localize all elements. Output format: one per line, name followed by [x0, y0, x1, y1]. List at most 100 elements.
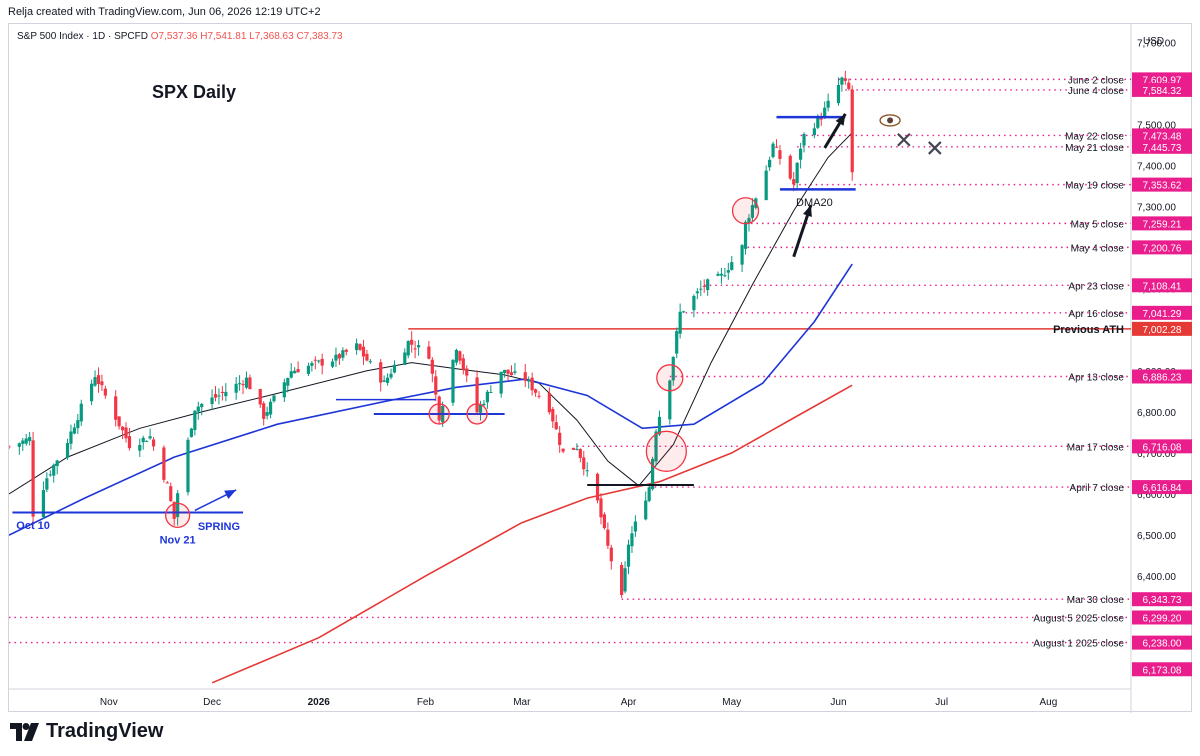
- spring-circle: [164, 502, 191, 528]
- candle-body: [17, 443, 21, 447]
- price-chart[interactable]: USD 6,400.00 6,500.00 6,600.00 6,700.00 6,800…: [9, 24, 1193, 713]
- candle-body: [296, 369, 300, 373]
- candle-body: [774, 146, 779, 148]
- y-tick-label: 7,400.00: [1137, 162, 1176, 173]
- x-tick-label: Dec: [203, 697, 221, 708]
- candle-body: [31, 440, 35, 517]
- price-tag-label: 6,343.73: [1143, 595, 1182, 606]
- candle-body: [365, 353, 369, 361]
- chart-frame[interactable]: USD 6,400.00 6,500.00 6,600.00 6,700.00 6,800…: [8, 23, 1193, 713]
- candle-body: [224, 391, 228, 397]
- chart-title: SPX Daily: [152, 82, 236, 102]
- candle-body: [114, 396, 118, 420]
- candle-body: [558, 432, 562, 445]
- candle-body: [595, 473, 600, 501]
- candle-body: [771, 143, 775, 158]
- candle-body: [533, 389, 538, 393]
- price-tag: [1132, 128, 1192, 143]
- price-line-label: Apr 13 close: [1068, 372, 1124, 383]
- candle-body: [310, 363, 314, 366]
- price-line-label: Mar 30 close: [1067, 595, 1125, 606]
- candle-body: [361, 346, 366, 357]
- tradingview-icon: [10, 722, 39, 741]
- price-tag-label: 7,584.32: [1143, 86, 1182, 97]
- candle-body: [750, 205, 755, 218]
- candle-body: [186, 439, 190, 493]
- candle-body: [416, 345, 421, 348]
- price-tag: [1132, 321, 1192, 336]
- y-tick-label: 6,700.00: [1137, 449, 1176, 460]
- candle-body: [740, 245, 744, 265]
- candle-body: [654, 431, 658, 462]
- candle-body: [100, 381, 104, 386]
- candle-body: [368, 361, 372, 363]
- candle-body: [606, 529, 610, 546]
- price-tag-label: 7,041.29: [1143, 309, 1182, 320]
- candle-body: [69, 431, 73, 444]
- may5-circle: [731, 197, 760, 225]
- candle-body: [602, 514, 607, 529]
- candle-body: [843, 78, 847, 81]
- candle-body: [699, 288, 703, 290]
- candle-body: [430, 359, 434, 374]
- candle-body: [162, 447, 166, 480]
- candle-body: [176, 493, 180, 518]
- candle-body: [389, 373, 393, 378]
- breakout-arrow-head: [835, 113, 846, 126]
- candle-body: [65, 442, 70, 458]
- test-circle-1: [428, 403, 450, 425]
- candle-body: [76, 420, 80, 429]
- y-tick-label: 7,700.00: [1137, 38, 1176, 49]
- price-tag: [1132, 369, 1192, 384]
- candle-body: [485, 391, 489, 403]
- candle-body: [768, 159, 772, 168]
- candle-body: [630, 533, 634, 547]
- candle-body: [506, 369, 510, 374]
- candle-body: [217, 395, 221, 397]
- candle-body: [513, 371, 517, 373]
- price-tag: [1132, 278, 1192, 293]
- candle-body: [547, 393, 551, 413]
- price-tag: [1132, 610, 1192, 625]
- tradingview-logo[interactable]: TradingView: [10, 720, 163, 743]
- candle-body: [620, 564, 624, 596]
- x-tick-label: May: [722, 697, 741, 708]
- candle-body: [823, 107, 827, 118]
- price-tag-label: 7,609.97: [1143, 75, 1182, 86]
- y-tick-label: 6,800.00: [1137, 408, 1176, 419]
- price-tag-label: 7,473.48: [1143, 131, 1182, 142]
- candle-body: [103, 388, 107, 396]
- spring-arrow-head: [224, 489, 237, 499]
- moving-average-line: [9, 132, 853, 495]
- candle-body: [234, 383, 238, 393]
- x-tick-label: Jun: [830, 697, 846, 708]
- candle-body: [747, 217, 751, 224]
- candle-body: [702, 285, 706, 287]
- candle-body: [344, 349, 348, 352]
- candle-body: [282, 382, 286, 398]
- candle-body: [840, 77, 844, 85]
- candle-body: [165, 482, 169, 484]
- candle-body: [706, 279, 710, 291]
- candle-body: [358, 344, 362, 350]
- candle-body: [478, 404, 483, 413]
- candle-body: [836, 84, 841, 104]
- x-tick-label: Apr: [621, 697, 637, 708]
- candle-body: [764, 170, 768, 201]
- tradingview-wordmark: TradingView: [46, 720, 164, 742]
- price-tag-label: 6,299.20: [1143, 613, 1182, 624]
- candle-body: [582, 457, 586, 470]
- candle-body: [90, 383, 94, 402]
- price-tag-label: 6,886.23: [1143, 372, 1182, 383]
- candle-body: [341, 350, 345, 358]
- candle-body: [847, 82, 851, 89]
- candle-body: [623, 568, 627, 592]
- candle-body: [79, 403, 83, 422]
- candle-body: [657, 416, 662, 435]
- candle-body: [382, 380, 386, 382]
- candle-body: [695, 291, 699, 294]
- price-tag: [1132, 592, 1192, 607]
- candle-body: [482, 403, 486, 406]
- ohlc-values: O7,537.36 H7,541.81 L7,368.63 C7,383.73: [150, 31, 343, 42]
- candle-body: [28, 437, 32, 442]
